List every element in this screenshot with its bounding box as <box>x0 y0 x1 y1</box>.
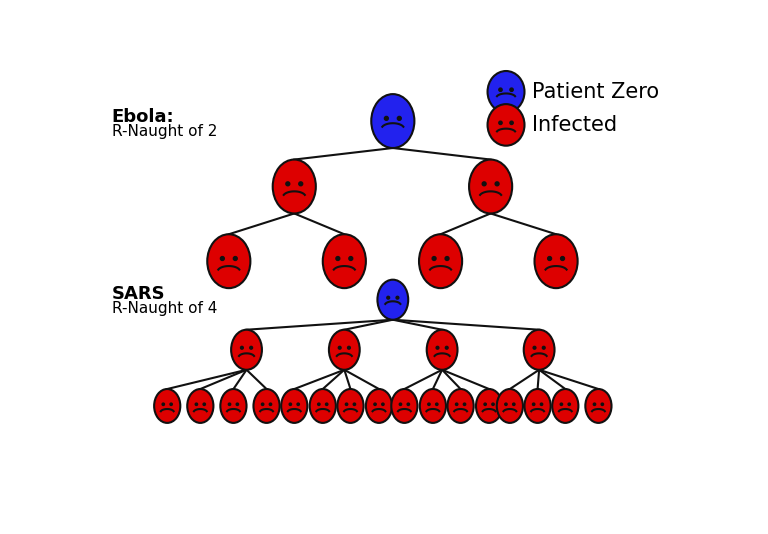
Ellipse shape <box>535 234 578 288</box>
Circle shape <box>436 347 439 349</box>
Circle shape <box>346 403 348 405</box>
Ellipse shape <box>310 389 336 423</box>
Circle shape <box>445 256 449 261</box>
Ellipse shape <box>552 389 578 423</box>
Circle shape <box>382 403 384 405</box>
Circle shape <box>548 256 551 261</box>
Circle shape <box>326 403 328 405</box>
Circle shape <box>348 347 350 349</box>
Ellipse shape <box>371 94 415 148</box>
Circle shape <box>428 403 430 405</box>
Circle shape <box>318 403 320 405</box>
Circle shape <box>250 347 253 349</box>
Circle shape <box>542 347 545 349</box>
Circle shape <box>170 403 172 405</box>
Circle shape <box>492 403 494 405</box>
Circle shape <box>482 182 486 186</box>
Ellipse shape <box>476 389 502 423</box>
Circle shape <box>498 121 502 124</box>
Text: Infected: Infected <box>532 115 617 135</box>
Circle shape <box>396 296 399 299</box>
Circle shape <box>203 403 205 405</box>
Ellipse shape <box>220 389 247 423</box>
Circle shape <box>498 88 502 91</box>
Circle shape <box>432 256 436 261</box>
Circle shape <box>349 256 353 261</box>
Ellipse shape <box>281 389 307 423</box>
Ellipse shape <box>377 280 409 320</box>
Ellipse shape <box>207 234 250 288</box>
Circle shape <box>532 403 535 405</box>
Circle shape <box>353 403 356 405</box>
Circle shape <box>510 121 513 124</box>
Ellipse shape <box>448 389 474 423</box>
Circle shape <box>237 403 239 405</box>
Circle shape <box>560 403 563 405</box>
Circle shape <box>435 403 438 405</box>
Circle shape <box>568 403 571 405</box>
Circle shape <box>233 256 237 261</box>
Circle shape <box>594 403 596 405</box>
Ellipse shape <box>488 71 525 113</box>
Ellipse shape <box>337 389 363 423</box>
Ellipse shape <box>585 389 611 423</box>
Circle shape <box>533 347 536 349</box>
Ellipse shape <box>497 389 523 423</box>
Circle shape <box>510 88 513 91</box>
Text: R-Naught of 4: R-Naught of 4 <box>112 301 217 317</box>
Circle shape <box>455 403 458 405</box>
Circle shape <box>297 403 300 405</box>
Circle shape <box>399 403 402 405</box>
Ellipse shape <box>488 104 525 146</box>
Ellipse shape <box>419 234 462 288</box>
Circle shape <box>374 403 376 405</box>
Text: SARS: SARS <box>112 285 165 303</box>
Circle shape <box>290 403 292 405</box>
Circle shape <box>561 256 564 261</box>
Circle shape <box>505 403 507 405</box>
Circle shape <box>601 403 604 405</box>
Circle shape <box>339 347 341 349</box>
Circle shape <box>220 256 224 261</box>
Circle shape <box>397 116 401 120</box>
Circle shape <box>484 403 486 405</box>
Circle shape <box>299 182 303 186</box>
Circle shape <box>162 403 164 405</box>
Text: Patient Zero: Patient Zero <box>532 82 659 102</box>
Circle shape <box>541 403 543 405</box>
Ellipse shape <box>525 389 551 423</box>
Circle shape <box>270 403 272 405</box>
Ellipse shape <box>420 389 446 423</box>
Ellipse shape <box>366 389 392 423</box>
Circle shape <box>512 403 515 405</box>
Ellipse shape <box>427 329 458 370</box>
Ellipse shape <box>329 329 359 370</box>
Circle shape <box>286 182 290 186</box>
Ellipse shape <box>231 329 262 370</box>
Circle shape <box>387 296 389 299</box>
Text: R-Naught of 2: R-Naught of 2 <box>112 124 217 139</box>
Ellipse shape <box>391 389 418 423</box>
Circle shape <box>445 347 448 349</box>
Ellipse shape <box>253 389 280 423</box>
Circle shape <box>336 256 339 261</box>
Circle shape <box>463 403 465 405</box>
Circle shape <box>495 182 499 186</box>
Ellipse shape <box>323 234 366 288</box>
Circle shape <box>228 403 230 405</box>
Text: Ebola:: Ebola: <box>112 108 174 126</box>
Ellipse shape <box>187 389 214 423</box>
Ellipse shape <box>469 160 512 214</box>
Ellipse shape <box>154 389 180 423</box>
Ellipse shape <box>273 160 316 214</box>
Circle shape <box>195 403 197 405</box>
Ellipse shape <box>524 329 554 370</box>
Circle shape <box>240 347 243 349</box>
Circle shape <box>407 403 409 405</box>
Circle shape <box>385 116 389 120</box>
Circle shape <box>261 403 263 405</box>
